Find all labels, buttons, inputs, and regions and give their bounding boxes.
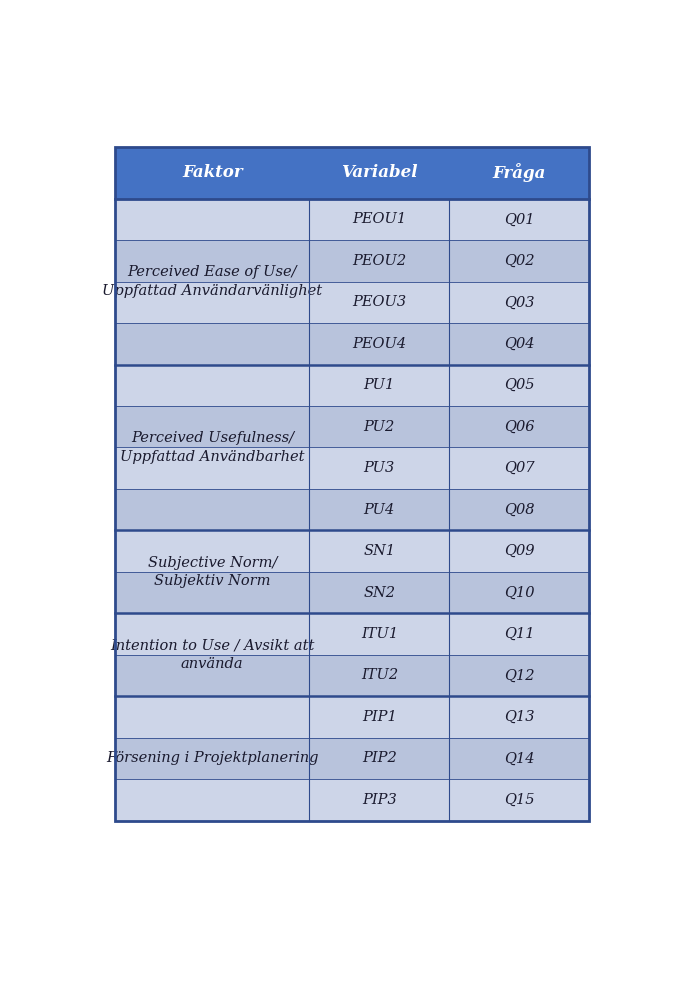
Text: PIP3: PIP3 — [362, 793, 396, 807]
Bar — [309, 572, 449, 613]
Bar — [449, 530, 589, 572]
Text: PU2: PU2 — [363, 420, 395, 434]
Bar — [115, 613, 309, 655]
Bar — [449, 655, 589, 696]
Bar — [449, 240, 589, 281]
Text: Perceived Usefulness/
Uppfattad Användbarhet: Perceived Usefulness/ Uppfattad Användba… — [120, 432, 304, 464]
Text: Q11: Q11 — [504, 627, 534, 641]
Bar — [309, 530, 449, 572]
Text: ITU1: ITU1 — [361, 627, 398, 641]
Bar — [449, 198, 589, 240]
Bar — [115, 489, 309, 530]
Bar — [309, 406, 449, 448]
Text: Försening i Projektplanering: Försening i Projektplanering — [106, 752, 319, 766]
Text: Q01: Q01 — [504, 212, 534, 226]
Text: Q12: Q12 — [504, 668, 534, 683]
Bar — [309, 240, 449, 281]
Bar — [449, 572, 589, 613]
Bar — [115, 147, 589, 821]
Bar — [115, 779, 309, 821]
Bar — [449, 147, 589, 198]
Bar — [309, 779, 449, 821]
Bar — [309, 655, 449, 696]
Bar — [449, 489, 589, 530]
Text: PU3: PU3 — [363, 462, 395, 476]
Bar — [115, 365, 309, 406]
Text: PIP2: PIP2 — [362, 752, 396, 766]
Text: Fråga: Fråga — [493, 164, 545, 182]
Text: Q05: Q05 — [504, 378, 534, 392]
Bar — [115, 147, 309, 198]
Text: Q07: Q07 — [504, 462, 534, 476]
Bar — [449, 696, 589, 738]
Bar — [309, 365, 449, 406]
Bar — [115, 323, 309, 365]
Text: Q03: Q03 — [504, 295, 534, 309]
Text: SN1: SN1 — [363, 544, 395, 558]
Bar — [309, 323, 449, 365]
Text: PU1: PU1 — [363, 378, 395, 392]
Text: PEOU2: PEOU2 — [352, 254, 407, 268]
Bar — [449, 448, 589, 489]
Text: Q08: Q08 — [504, 502, 534, 516]
Text: Q04: Q04 — [504, 337, 534, 351]
Bar — [449, 323, 589, 365]
Text: Q02: Q02 — [504, 254, 534, 268]
Text: Variabel: Variabel — [341, 165, 418, 181]
Text: Faktor: Faktor — [182, 165, 243, 181]
Bar — [115, 530, 309, 572]
Bar — [449, 738, 589, 779]
Bar — [115, 448, 309, 489]
Text: PIP1: PIP1 — [362, 710, 396, 724]
Text: SN2: SN2 — [363, 585, 395, 599]
Bar — [449, 365, 589, 406]
Text: PEOU3: PEOU3 — [352, 295, 407, 309]
Bar — [309, 281, 449, 323]
Text: Intention to Use / Avsikt att
använda: Intention to Use / Avsikt att använda — [110, 638, 315, 671]
Text: Q15: Q15 — [504, 793, 534, 807]
Text: ITU2: ITU2 — [361, 668, 398, 683]
Bar — [309, 489, 449, 530]
Bar — [115, 696, 309, 738]
Text: PU4: PU4 — [363, 502, 395, 516]
Bar — [309, 448, 449, 489]
Bar — [449, 779, 589, 821]
Bar — [115, 198, 309, 240]
Text: Q09: Q09 — [504, 544, 534, 558]
Text: Perceived Ease of Use/
Uppfattad Användarvänlighet: Perceived Ease of Use/ Uppfattad Använda… — [102, 265, 322, 298]
Bar — [309, 613, 449, 655]
Text: Subjective Norm/
Subjektiv Norm: Subjective Norm/ Subjektiv Norm — [148, 555, 277, 588]
Bar — [449, 613, 589, 655]
Bar — [449, 406, 589, 448]
Bar — [309, 738, 449, 779]
Bar — [115, 240, 309, 281]
Bar — [449, 281, 589, 323]
Text: Q06: Q06 — [504, 420, 534, 434]
Bar — [309, 198, 449, 240]
Text: PEOU1: PEOU1 — [352, 212, 407, 226]
Text: PEOU4: PEOU4 — [352, 337, 407, 351]
Bar — [115, 281, 309, 323]
Text: Q14: Q14 — [504, 752, 534, 766]
Bar — [115, 738, 309, 779]
Bar — [309, 696, 449, 738]
Bar — [115, 406, 309, 448]
Text: Q13: Q13 — [504, 710, 534, 724]
Bar — [115, 655, 309, 696]
Text: Q10: Q10 — [504, 585, 534, 599]
Bar — [115, 572, 309, 613]
Bar — [309, 147, 449, 198]
